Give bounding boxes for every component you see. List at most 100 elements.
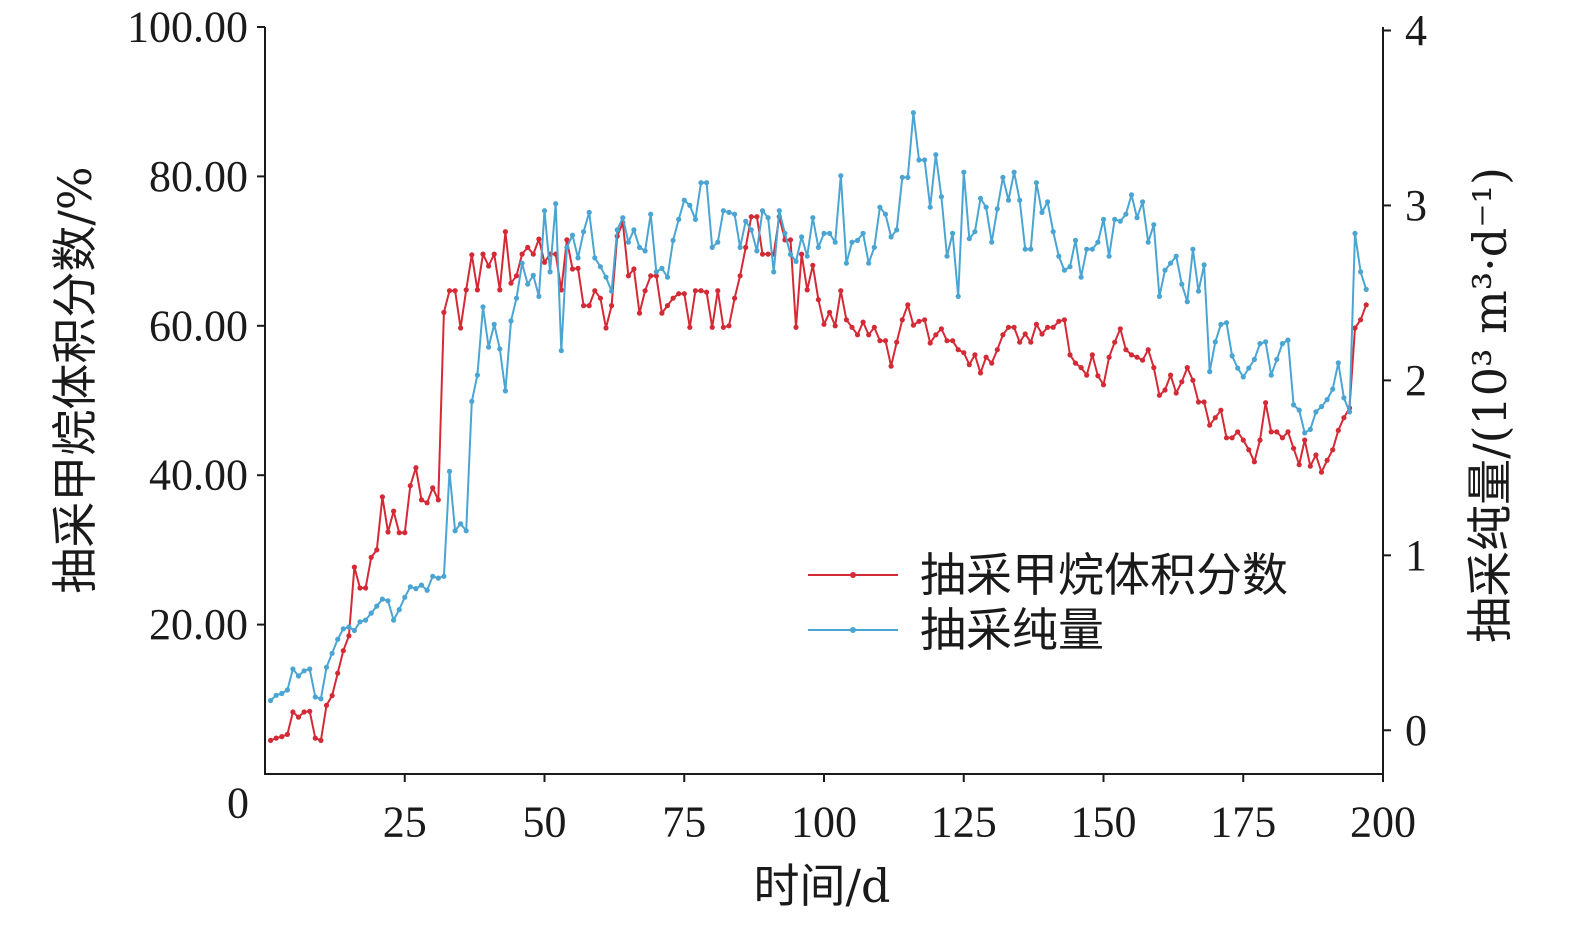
methane-fraction-point xyxy=(1123,347,1129,353)
methane-fraction-point xyxy=(497,287,503,293)
methane-fraction-point xyxy=(323,702,330,708)
pure-extraction-point xyxy=(1112,216,1118,222)
pure-extraction-point xyxy=(715,239,721,245)
methane-fraction-point xyxy=(1039,331,1045,337)
pure-extraction-point xyxy=(474,372,480,378)
methane-fraction-point xyxy=(1251,459,1257,465)
methane-fraction-point xyxy=(374,547,380,553)
methane-fraction-point xyxy=(871,324,877,330)
x-tick-label: 25 xyxy=(383,798,427,847)
methane-fraction-point xyxy=(1061,317,1067,323)
pure-extraction-point xyxy=(894,227,900,233)
methane-fraction-point xyxy=(1156,392,1162,398)
methane-fraction-point xyxy=(1179,379,1185,385)
legend-swatch-marker xyxy=(850,572,856,578)
left-y-tick-label: 40.00 xyxy=(149,451,248,500)
pure-extraction-point xyxy=(1100,216,1107,222)
right-y-tick-label: 4 xyxy=(1405,6,1427,55)
methane-fraction-point xyxy=(603,325,609,331)
methane-fraction-point xyxy=(1190,377,1196,383)
pure-extraction-point xyxy=(1363,286,1369,292)
methane-fraction-point xyxy=(944,338,950,344)
methane-fraction-point xyxy=(888,363,894,369)
methane-fraction-point xyxy=(1302,437,1308,443)
methane-fraction-point xyxy=(933,332,939,338)
pure-extraction-point xyxy=(832,239,838,245)
pure-extraction-point xyxy=(916,157,922,163)
methane-fraction-point xyxy=(815,297,822,303)
left-y-axis-label: 抽采甲烷体积分数/% xyxy=(48,166,102,593)
methane-fraction-point xyxy=(363,585,369,591)
legend-item-pure-extraction: 抽采纯量 xyxy=(808,603,1104,657)
methane-fraction-point xyxy=(1011,324,1017,330)
pure-extraction-point xyxy=(966,236,972,242)
legend-label: 抽采甲烷体积分数 xyxy=(920,548,1288,602)
legend-swatch-marker xyxy=(850,627,856,633)
pure-extraction-point xyxy=(648,211,654,217)
methane-fraction-point xyxy=(1240,437,1246,443)
x-tick-label: 50 xyxy=(523,798,567,847)
pure-extraction-point xyxy=(1268,372,1274,378)
pure-extraction-point xyxy=(1005,197,1012,203)
pure-extraction-point xyxy=(592,255,598,261)
methane-fraction-point xyxy=(910,322,917,328)
pure-extraction-point xyxy=(351,627,357,634)
pure-extraction-point xyxy=(950,230,956,236)
pure-extraction-point xyxy=(620,215,626,221)
methane-fraction-point xyxy=(1341,415,1347,421)
pure-extraction-point xyxy=(603,274,609,280)
methane-fraction-point xyxy=(787,237,794,243)
methane-fraction-point xyxy=(799,251,805,257)
x-tick-label: 175 xyxy=(1210,798,1276,847)
plot-area xyxy=(268,110,1369,744)
methane-fraction-point xyxy=(748,214,754,220)
methane-fraction-point xyxy=(586,303,592,309)
methane-fraction-point xyxy=(581,303,587,309)
pure-extraction-point xyxy=(1296,407,1302,413)
methane-fraction-point xyxy=(1162,387,1168,393)
methane-fraction-point xyxy=(1201,399,1207,405)
pure-extraction-point xyxy=(1335,360,1341,366)
pure-extraction-point xyxy=(1173,253,1179,259)
methane-fraction-point xyxy=(1235,429,1241,435)
methane-fraction-point xyxy=(268,737,274,744)
legend-item-methane-fraction: 抽采甲烷体积分数 xyxy=(808,548,1288,602)
pure-extraction-point xyxy=(754,248,760,254)
methane-fraction-point xyxy=(977,370,984,376)
methane-fraction-point xyxy=(1089,352,1095,358)
pure-extraction-point xyxy=(541,208,548,214)
methane-fraction-point xyxy=(463,287,469,293)
pure-extraction-point xyxy=(910,110,917,116)
pure-extraction-point xyxy=(1263,339,1269,345)
pure-extraction-point xyxy=(1106,253,1112,259)
pure-extraction-point xyxy=(1061,267,1067,273)
pure-extraction-point xyxy=(430,573,436,579)
methane-fraction-point xyxy=(1140,357,1146,363)
pure-extraction-point xyxy=(491,321,497,327)
methane-fraction-point xyxy=(407,483,413,489)
pure-extraction-point xyxy=(631,227,637,233)
pure-extraction-point xyxy=(1145,239,1151,245)
methane-fraction-point xyxy=(681,291,687,297)
methane-fraction-point xyxy=(1134,354,1140,360)
methane-fraction-point xyxy=(1296,462,1302,468)
pure-extraction-point xyxy=(391,617,397,623)
pure-extraction-point xyxy=(340,626,346,632)
pure-extraction-point xyxy=(558,348,564,354)
pure-extraction-point xyxy=(1291,402,1297,408)
methane-fraction-point xyxy=(519,251,525,257)
methane-fraction-point xyxy=(340,648,346,654)
pure-extraction-point xyxy=(1022,246,1028,252)
pure-extraction-point xyxy=(1117,218,1123,224)
methane-fraction-point xyxy=(301,709,307,715)
pure-extraction-point xyxy=(927,204,933,210)
methane-fraction-point xyxy=(318,737,324,744)
pure-extraction-point xyxy=(1140,199,1146,205)
methane-fraction-point xyxy=(1195,399,1202,405)
pure-extraction-point xyxy=(1257,341,1263,347)
pure-extraction-point xyxy=(513,295,520,301)
methane-fraction-point xyxy=(1307,463,1313,469)
methane-fraction-point xyxy=(1028,339,1034,345)
pure-extraction-point xyxy=(502,388,508,394)
